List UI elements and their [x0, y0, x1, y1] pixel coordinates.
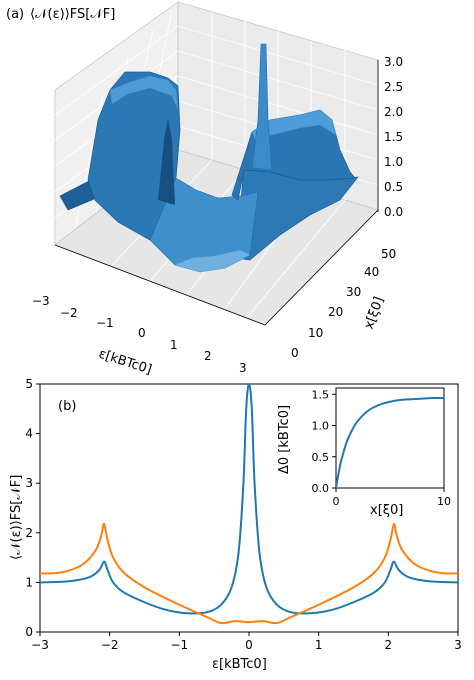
z-tick-label: 1.0 [384, 155, 403, 169]
panel-a: (a) ⟨𝒩(ε)⟩FS[𝒩F] [6, 1, 403, 378]
panel-b-ylabel: ⟨𝒩(ε)⟩FS[𝒩F] [9, 475, 24, 560]
inset-frame [335, 387, 445, 489]
eps-tick-label: 1 [170, 338, 178, 352]
inset-chart: 0 10 0.0 0.5 1.0 1.5 x[ξ0] Δ0 [kBTc0] [277, 387, 452, 518]
main-series-line-0 [40, 384, 458, 615]
main-xtick-label: −2 [101, 638, 119, 652]
panel-b-xlabel: ε[kBTc0] [212, 657, 267, 672]
inset-xtick-label: 0 [333, 495, 340, 508]
x-tick-label: 0 [291, 346, 299, 360]
main-xtick-label: 3 [454, 638, 462, 652]
z-tick-label: 2.5 [384, 80, 403, 94]
panel-b-label: (b) [58, 399, 76, 414]
x-tick-label: 20 [328, 305, 343, 319]
surface-center-spike [251, 43, 273, 171]
eps-tick-label: 2 [204, 349, 212, 363]
main-xtick-label: −3 [31, 638, 49, 652]
eps-axis-label: ε[kBTc0] [97, 347, 154, 378]
z-tick-label: 2.0 [384, 105, 403, 119]
main-ytick-label: 0 [25, 625, 33, 639]
main-xtick-label: −1 [170, 638, 188, 652]
eps-tick-label: −2 [60, 306, 78, 320]
main-ytick-label: 3 [25, 476, 33, 490]
x-axis-label: x[ξ0] [362, 295, 388, 331]
main-xtick-label: 2 [385, 638, 393, 652]
main-ytick-label: 4 [25, 427, 33, 441]
main-xtick-label: 0 [245, 638, 253, 652]
surface-left-spike [158, 118, 175, 205]
inset-ytick-label: 0.5 [312, 451, 330, 464]
z-tick-label: 3.0 [384, 55, 403, 69]
z-tick-label: 1.5 [384, 130, 403, 144]
panel-b: (b) −3 −2 −1 0 1 2 3 0 1 2 3 4 5 ε[kBTc0] ⟨𝒩(ε)⟩FS[𝒩… [9, 377, 462, 672]
main-ytick-label: 1 [25, 575, 33, 589]
x-tick-label: 40 [364, 265, 379, 279]
main-series-line-1 [40, 522, 458, 625]
inset-ytick-label: 1.0 [312, 420, 330, 433]
z-tick-label: 0.0 [384, 205, 403, 219]
inset-series-line-0 [336, 396, 444, 488]
inset-ylabel: Δ0 [kBTc0] [277, 405, 292, 474]
eps-tick-label: −1 [96, 316, 114, 330]
z-tick-label: 0.5 [384, 180, 403, 194]
panel-b-series [40, 384, 458, 625]
main-ytick-label: 2 [25, 526, 33, 540]
surface-left-wall [87, 71, 181, 241]
z-axis: 3.0 2.5 2.0 1.5 1.0 0.5 0.0 [377, 55, 403, 219]
inset-series [336, 396, 444, 488]
main-xtick-label: 1 [315, 638, 323, 652]
inset-ytick-label: 0.0 [312, 482, 330, 495]
x-tick-label: 30 [346, 285, 361, 299]
panel-a-label: (a) [6, 7, 24, 22]
eps-tick-label: 3 [239, 361, 247, 375]
panel-a-ylabel: ⟨𝒩(ε)⟩FS[𝒩F] [30, 7, 115, 22]
surface-left-ridge [110, 76, 178, 110]
inset-xlabel: x[ξ0] [370, 503, 403, 518]
surface-valley-floor [175, 250, 250, 272]
eps-tick-label: −3 [32, 294, 50, 308]
main-ytick-label: 5 [25, 377, 33, 391]
inset-ytick-label: 1.5 [312, 388, 330, 401]
x-tick-label: 10 [308, 326, 323, 340]
x-tick-label: 50 [381, 247, 396, 261]
inset-ticks: 0 10 0.0 0.5 1.0 1.5 [312, 388, 452, 508]
dos-surface [59, 43, 359, 273]
panel-b-ticks: −3 −2 −1 0 1 2 3 0 1 2 3 4 5 [25, 377, 461, 652]
surface-right-ridge [252, 110, 336, 142]
eps-tick-label: 0 [138, 326, 146, 340]
inset-xtick-label: 10 [437, 495, 451, 508]
